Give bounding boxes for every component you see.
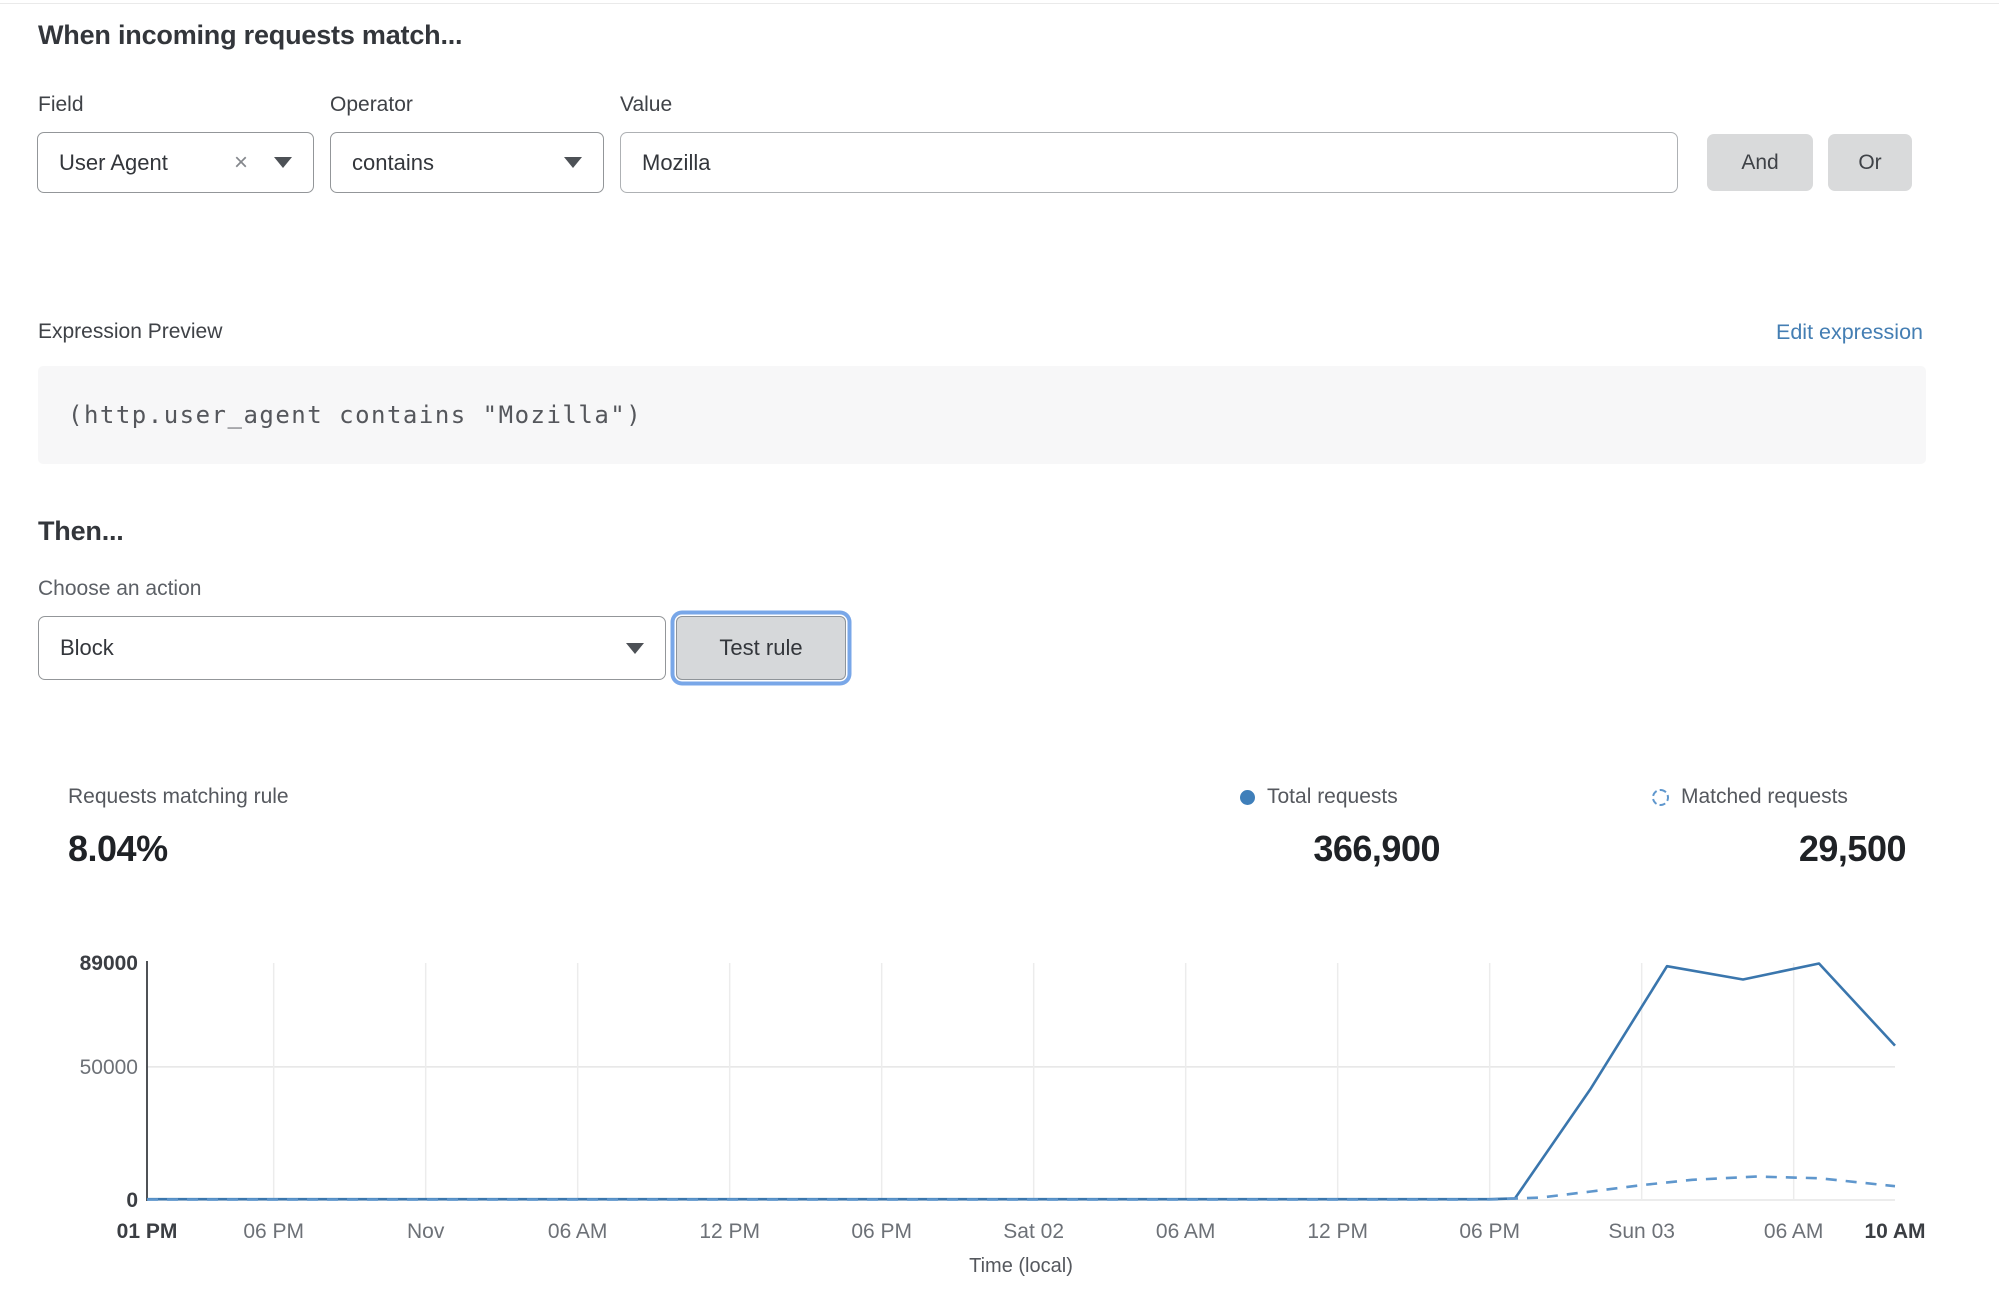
top-divider — [0, 3, 1999, 4]
svg-text:06 AM: 06 AM — [1156, 1220, 1216, 1243]
svg-text:12 PM: 12 PM — [699, 1220, 760, 1243]
test-rule-button[interactable]: Test rule — [676, 616, 846, 680]
choose-action-label: Choose an action — [38, 577, 202, 600]
value-input[interactable] — [620, 132, 1678, 193]
chevron-down-icon — [274, 157, 292, 168]
matched-requests-label: Matched requests — [1681, 785, 1848, 808]
svg-text:06 PM: 06 PM — [1459, 1220, 1520, 1243]
matched-requests-dashed-icon — [1652, 788, 1669, 806]
svg-text:Nov: Nov — [407, 1220, 445, 1243]
svg-text:06 AM: 06 AM — [548, 1220, 608, 1243]
svg-text:89000: 89000 — [80, 952, 138, 975]
requests-matching-label: Requests matching rule — [68, 785, 289, 808]
match-section-title: When incoming requests match... — [38, 20, 463, 50]
svg-text:12 PM: 12 PM — [1307, 1220, 1368, 1243]
operator-select-value: contains — [352, 149, 434, 175]
edit-expression-link[interactable]: Edit expression — [1776, 320, 1923, 344]
svg-text:Sat 02: Sat 02 — [1003, 1220, 1064, 1243]
svg-text:Sun 03: Sun 03 — [1608, 1220, 1675, 1243]
clear-icon[interactable]: × — [233, 148, 248, 176]
expression-code: (http.user_agent contains "Mozilla") — [68, 401, 643, 429]
and-button[interactable]: And — [1707, 134, 1813, 191]
matched-requests-legend: Matched requests — [1652, 785, 1848, 809]
total-requests-label: Total requests — [1267, 785, 1398, 808]
field-select-value: User Agent — [59, 149, 168, 175]
operator-label: Operator — [330, 93, 413, 116]
field-select[interactable]: User Agent × — [37, 132, 314, 193]
svg-text:0: 0 — [126, 1189, 138, 1212]
expression-code-block: (http.user_agent contains "Mozilla") — [38, 366, 1926, 464]
svg-text:06 PM: 06 PM — [851, 1220, 912, 1243]
action-select-value: Block — [60, 635, 114, 660]
expression-preview-label: Expression Preview — [38, 320, 223, 343]
operator-select[interactable]: contains — [330, 132, 604, 193]
action-select[interactable]: Block — [38, 616, 666, 680]
total-requests-legend: Total requests — [1240, 785, 1398, 809]
svg-text:01 PM: 01 PM — [117, 1220, 178, 1243]
svg-text:06 AM: 06 AM — [1764, 1220, 1824, 1243]
value-label: Value — [620, 93, 673, 116]
svg-text:50000: 50000 — [80, 1056, 138, 1079]
then-section-title: Then... — [38, 516, 124, 546]
svg-text:Time (local): Time (local) — [969, 1255, 1073, 1277]
requests-line-chart: 0 50000 89000 01 PM 06 PM Nov 06 AM 12 PM 06 PM S… — [80, 952, 1926, 1277]
total-requests-value: 366,900 — [1313, 828, 1440, 869]
chevron-down-icon — [626, 642, 644, 654]
field-label: Field — [38, 93, 84, 116]
svg-text:10 AM: 10 AM — [1864, 1220, 1925, 1243]
total-requests-dot-icon — [1240, 789, 1255, 805]
svg-text:06 PM: 06 PM — [243, 1220, 304, 1243]
or-button[interactable]: Or — [1828, 134, 1912, 191]
chevron-down-icon — [564, 157, 582, 168]
matched-requests-value: 29,500 — [1798, 828, 1907, 869]
requests-matching-value: 8.04% — [68, 828, 168, 869]
